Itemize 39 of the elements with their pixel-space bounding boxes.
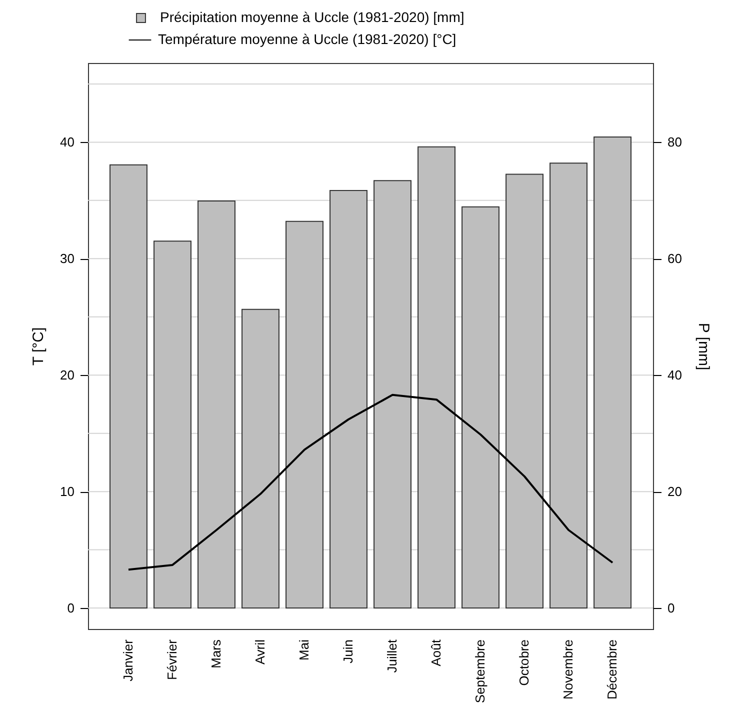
- y-tick-label: 40: [60, 134, 74, 150]
- y2-tick-label: 80: [668, 134, 682, 150]
- y-tick-label: 30: [60, 251, 74, 266]
- bar: [418, 146, 456, 609]
- x-tick-label: Décembre: [604, 640, 620, 700]
- legend-label: Précipitation moyenne à Uccle (1981-2020) [mm]: [160, 9, 464, 25]
- bar: [550, 162, 588, 609]
- bar: [594, 136, 632, 609]
- x-tick-label: Octobre: [516, 640, 532, 686]
- x-tick-label: Janvier: [120, 638, 136, 682]
- bar: [374, 180, 412, 609]
- legend-label: Température moyenne à Uccle (1981-2020) [°C]: [158, 31, 456, 47]
- y2-axis-title: P [mm]: [694, 322, 712, 370]
- bar: [462, 206, 500, 609]
- bar: [506, 174, 544, 609]
- x-tick-label: Mars: [208, 639, 224, 668]
- y2-tick-label: 0: [668, 600, 675, 616]
- x-tick-label: Juillet: [384, 639, 400, 673]
- bar: [198, 200, 236, 609]
- x-tick-label: Février: [164, 638, 180, 680]
- line-series: [127, 394, 614, 571]
- y2-tick-label: 40: [668, 368, 682, 383]
- y2-tick-label: 20: [668, 484, 682, 500]
- y2-tick-label: 60: [668, 251, 682, 266]
- x-tick-label: Août: [428, 639, 444, 666]
- bar: [286, 220, 324, 609]
- y-tick-label: 0: [67, 600, 74, 616]
- x-tick-label: Novembre: [560, 640, 576, 700]
- bar: [154, 240, 192, 609]
- x-tick-label: Avril: [252, 639, 268, 665]
- bar: [330, 190, 368, 609]
- y-axis-title: T [°C]: [30, 327, 48, 366]
- y-tick-label: 10: [60, 484, 74, 500]
- bar: [242, 308, 280, 609]
- bar: [110, 164, 148, 609]
- y-tick-label: 20: [60, 368, 74, 383]
- x-tick-label: Septembre: [472, 640, 488, 704]
- x-tick-label: Mai: [296, 639, 312, 660]
- x-tick-label: Juin: [340, 640, 356, 664]
